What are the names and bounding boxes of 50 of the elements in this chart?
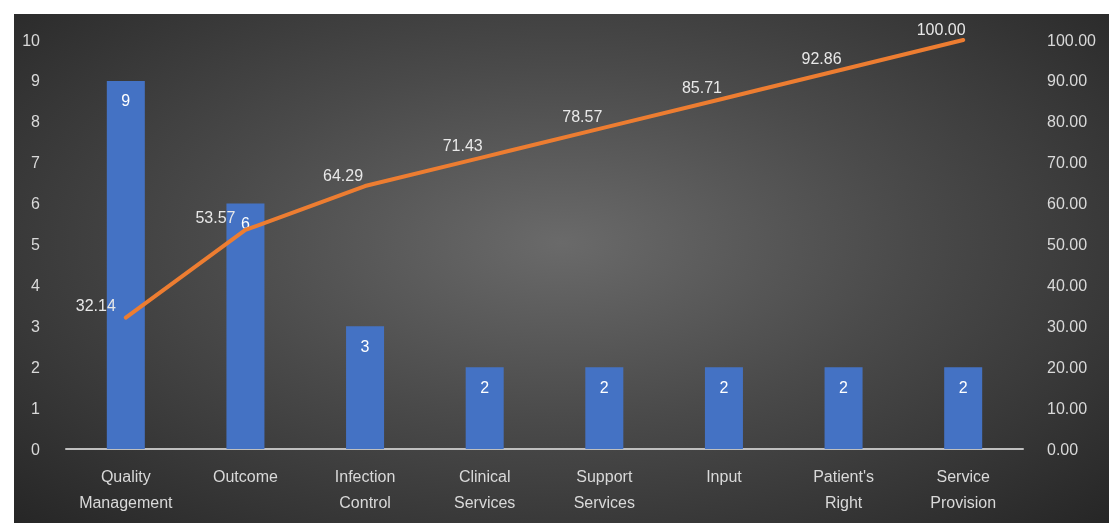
y2-tick-label: 70.00	[1047, 154, 1088, 172]
y2-tick-label: 60.00	[1047, 195, 1088, 213]
data-label: 3	[360, 337, 370, 355]
data-label: 64.29	[323, 166, 364, 184]
y-tick-label: 3	[31, 317, 41, 335]
y2-tick-label: 100.00	[1047, 31, 1097, 49]
y-tick-label: 6	[31, 195, 41, 213]
data-label: 2	[839, 378, 849, 396]
data-label: 85.71	[681, 78, 723, 96]
y-tick-label: 10	[22, 31, 41, 49]
y-tick-label: 1	[31, 399, 41, 417]
bar	[346, 326, 385, 449]
bar	[824, 367, 863, 449]
data-label: 2	[719, 378, 729, 396]
y2-tick-label: 10.00	[1047, 399, 1088, 417]
y-tick-label: 0	[31, 440, 41, 458]
y-tick-label: 9	[31, 72, 41, 90]
line-series	[123, 38, 966, 320]
data-label: 2	[599, 378, 609, 396]
y2-tick-label: 0.00	[1047, 440, 1079, 458]
bar	[465, 367, 504, 449]
data-label: 78.57	[562, 108, 603, 126]
x-tick-label: Input	[706, 467, 743, 485]
data-label: 2	[480, 378, 490, 396]
bar	[704, 367, 743, 449]
y-tick-label: 7	[31, 154, 41, 172]
y2-tick-label: 90.00	[1047, 72, 1088, 90]
y-tick-label: 8	[31, 113, 41, 131]
x-tick-label: Clinical Services	[454, 467, 516, 511]
x-tick-label: Quality Management	[79, 467, 174, 511]
y2-tick-label: 80.00	[1047, 113, 1088, 131]
y-tick-label: 5	[31, 236, 41, 253]
y2-tick-label: 50.00	[1047, 236, 1088, 253]
x-tick-label: Patient's Right	[813, 467, 874, 511]
x-tick-label: Outcome	[212, 467, 278, 485]
data-label: 92.86	[801, 49, 842, 67]
bar	[944, 367, 983, 449]
y2-tick-label: 30.00	[1047, 317, 1088, 335]
x-tick-label: Service Provision	[930, 467, 997, 511]
y-tick-label: 4	[31, 276, 41, 294]
y2-tick-label: 40.00	[1047, 276, 1088, 294]
data-label: 9	[121, 92, 131, 110]
bar	[585, 367, 624, 449]
data-label: 71.43	[442, 137, 483, 155]
y2-tick-label: 20.00	[1047, 358, 1088, 376]
data-label: 100.00	[916, 20, 966, 38]
y-tick-label: 2	[31, 358, 41, 376]
x-tick-label: Infection Control	[334, 467, 396, 511]
data-label: 2	[958, 378, 968, 396]
x-tick-label: Support Services	[573, 467, 635, 511]
